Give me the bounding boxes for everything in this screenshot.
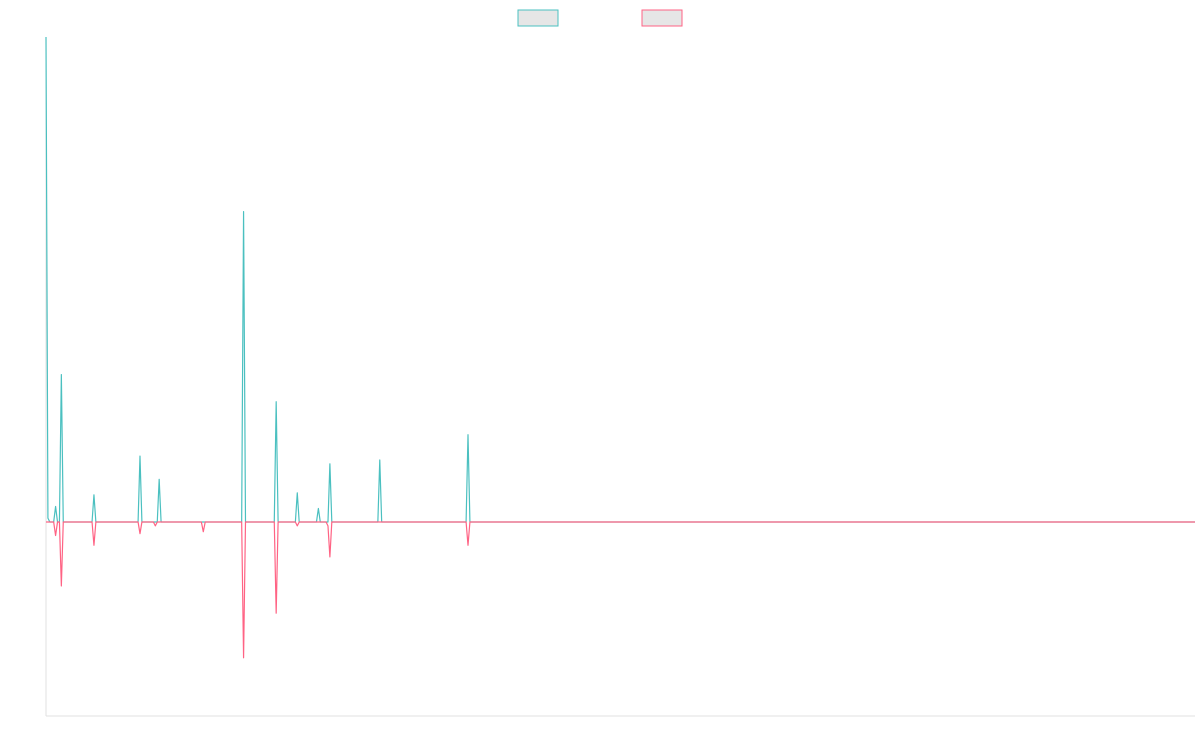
legend-swatch-negative <box>641 9 683 27</box>
legend-item-negative[interactable] <box>641 9 683 27</box>
plot-area <box>45 36 1195 659</box>
legend-item-positive[interactable] <box>517 9 559 27</box>
series-line-negative <box>46 521 1195 659</box>
legend <box>517 9 683 27</box>
series-line-positive <box>45 36 1195 523</box>
legend-swatch-positive <box>517 9 559 27</box>
